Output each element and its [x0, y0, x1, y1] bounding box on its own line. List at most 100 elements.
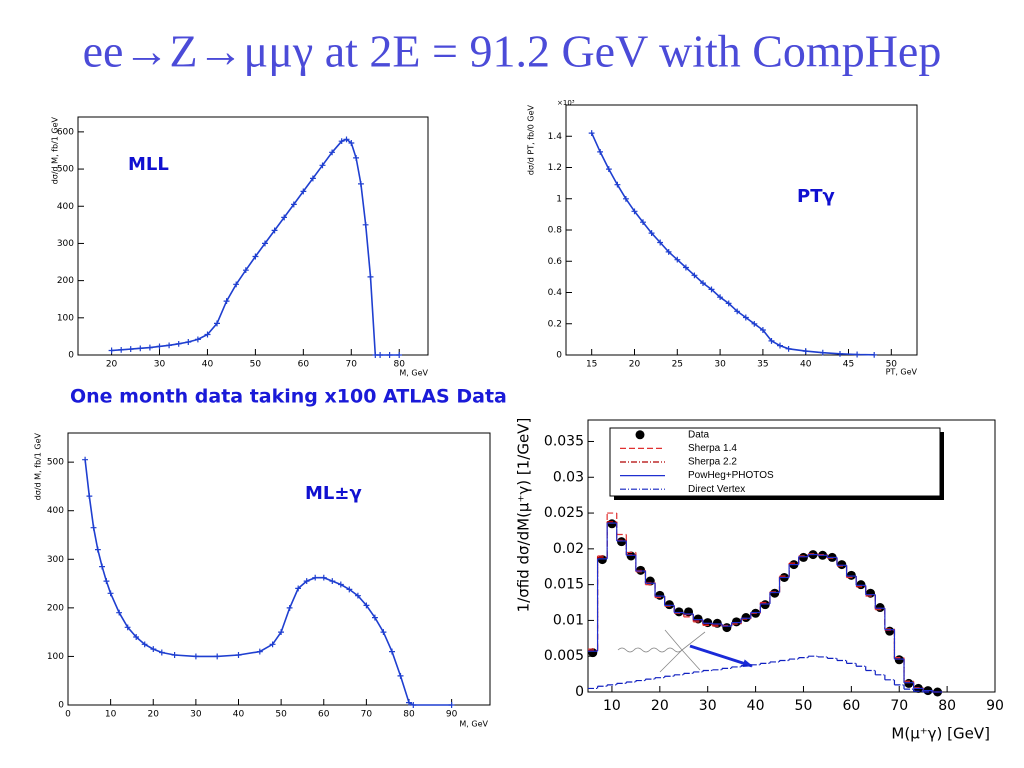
y-tick-label: 0.015	[544, 577, 584, 593]
y-tick-label: 100	[57, 313, 74, 323]
x-tick-label: 30	[714, 360, 726, 370]
x-tick-label: 50	[250, 360, 262, 370]
x-tick-label: 20	[148, 710, 160, 720]
y-tick-label: 0.02	[553, 541, 584, 557]
annotation: MLL	[128, 154, 169, 175]
x-tick-label: 40	[233, 710, 245, 720]
legend-label: Sherpa 2.2	[688, 457, 737, 468]
y-tick-label: 300	[57, 239, 74, 249]
data-point	[731, 617, 741, 627]
x-tick-label: 80	[403, 710, 415, 720]
y-axis-label: dσ/d M, fb/1 GeV	[34, 432, 43, 500]
x-tick-label: 70	[361, 710, 373, 720]
x-tick-label: 70	[890, 698, 908, 714]
feynman-diagram	[617, 629, 706, 673]
x-tick-label: 30	[699, 698, 717, 714]
data-point	[798, 552, 808, 562]
x-tick-label: 0	[65, 710, 71, 720]
y-tick-label: 0	[68, 351, 74, 361]
x-tick-label: 35	[757, 360, 768, 370]
y-tick-label: 0.025	[544, 505, 584, 521]
y-tick-label: 0	[58, 701, 64, 711]
legend-label: Sherpa 1.4	[688, 443, 737, 454]
legend-marker	[635, 430, 645, 440]
data-point	[722, 623, 732, 633]
x-tick-label: 20	[651, 698, 669, 714]
data-point	[875, 603, 885, 613]
y-tick-label: 0.8	[548, 226, 563, 236]
y-tick-label: 0.4	[548, 288, 563, 298]
data-point	[703, 618, 713, 628]
data-point	[770, 588, 780, 598]
data-point	[712, 618, 722, 628]
data-point	[655, 590, 665, 600]
data-line	[588, 130, 878, 358]
x-tick-label: 25	[672, 360, 683, 370]
data-line	[108, 136, 403, 358]
x-tick-label: 50	[886, 360, 898, 370]
x-tick-label: 30	[190, 710, 202, 720]
data-point	[760, 600, 770, 610]
x-axis-label: M, GeV	[459, 720, 488, 729]
data-point	[741, 613, 751, 623]
y-tick-label: 500	[47, 458, 64, 468]
plot-frame	[587, 419, 996, 693]
chart: 0 100 200 300 400 500 600 20 30 40 50 60 70 80M, GeV d…	[51, 116, 429, 377]
y-tick-label: 500	[57, 165, 74, 175]
legend-label: Data	[688, 429, 710, 440]
y-tick-label: 200	[57, 276, 74, 286]
y-tick-label: 300	[47, 555, 64, 565]
y-tick-label: 1	[556, 194, 562, 204]
data-point	[856, 580, 866, 590]
y-tick-label: 1.4	[548, 132, 563, 142]
x-axis-label: PT, GeV	[886, 368, 918, 377]
caption: One month data taking x100 ATLAS Data	[70, 386, 507, 408]
y-tick-label: 0	[556, 351, 562, 361]
data-point	[626, 551, 636, 561]
data-point	[846, 570, 856, 580]
x-axis-label: M(μ⁺γ) [GeV]	[891, 725, 990, 743]
y-tick-label: 0.03	[553, 469, 584, 485]
x-tick-label: 40	[800, 360, 812, 370]
y-axis-label: dσ/d PT, fb/0 GeV	[527, 104, 536, 175]
y-scale-label: ×10³	[557, 99, 575, 107]
y-tick-label: 0.01	[553, 612, 584, 628]
y-tick-label: 200	[47, 603, 64, 613]
x-tick-label: 20	[106, 360, 118, 370]
y-tick-label: 100	[47, 652, 64, 662]
x-tick-label: 80	[394, 360, 406, 370]
y-tick-label: 1.2	[548, 163, 562, 173]
slide-title: ee→Z→μμγ at 2E = 91.2 GeV with CompHep	[83, 26, 942, 77]
y-tick-label: 0	[575, 684, 584, 700]
x-tick-label: 60	[318, 710, 330, 720]
x-tick-label: 30	[154, 360, 166, 370]
data-point	[894, 655, 904, 665]
data-point	[607, 519, 617, 529]
data-point	[664, 600, 674, 610]
x-tick-label: 10	[105, 710, 117, 720]
data-line	[82, 456, 455, 708]
data-point	[617, 537, 627, 547]
y-axis-label: dσ/d M, fb/1 GeV	[51, 116, 60, 184]
legend-label: Direct Vertex	[688, 484, 745, 495]
y-tick-label: 400	[47, 506, 64, 516]
annotation: ML±γ	[305, 483, 362, 504]
y-tick-label: 0.2	[548, 319, 562, 329]
x-tick-label: 60	[842, 698, 860, 714]
data-point	[837, 560, 847, 570]
x-tick-label: 40	[747, 698, 765, 714]
chart: 0 100 200 300 400 500 0 10 20 30 40 50 60 70 80 90M, Ge…	[34, 432, 491, 729]
x-tick-label: 45	[843, 360, 854, 370]
chart: 0 0.2 0.4 0.6 0.8 1 1.2 1.4 15 20 25 30 35 40 45 50PT, …	[527, 99, 918, 377]
y-tick-label: 400	[57, 202, 74, 212]
data-point	[904, 678, 914, 688]
arrow	[689, 644, 753, 668]
annotation: PTγ	[797, 186, 835, 207]
y-axis-label: 1/σfid dσ/dM(μ⁺γ) [1/GeV]	[515, 418, 533, 613]
x-tick-label: 50	[275, 710, 287, 720]
legend-box	[609, 427, 941, 497]
chart: 0 0.005 0.01 0.015 0.02 0.025 0.03 0.035 10 20 30 4…	[515, 418, 1004, 743]
x-axis-label: M, GeV	[399, 369, 428, 378]
